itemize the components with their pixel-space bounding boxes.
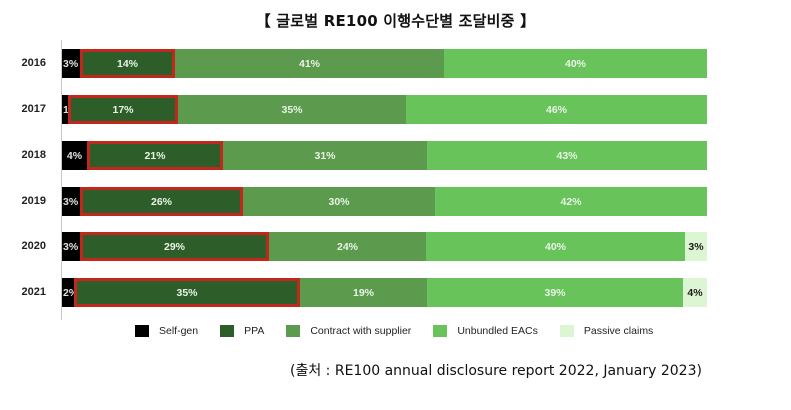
- bar-row-2020: 2020 3% 29% 24% 40% 3%: [0, 232, 791, 261]
- segment-unbundled-eacs: 40%: [444, 49, 707, 78]
- legend-label: Self-gen: [159, 325, 199, 337]
- legend-item-unbundled-eacs: Unbundled EACs: [433, 325, 538, 337]
- legend-label: Unbundled EACs: [457, 325, 538, 337]
- year-label: 2018: [21, 149, 46, 161]
- stacked-bar: 2% 35% 19% 39% 4%: [62, 278, 707, 307]
- legend-item-ppa: PPA: [220, 325, 264, 337]
- year-label: 2016: [21, 57, 46, 69]
- segment-contract-with-supplier: 41%: [175, 49, 444, 78]
- segment-contract-with-supplier: 19%: [300, 278, 427, 307]
- segment-self-gen: 4%: [62, 141, 87, 170]
- bar-row-2016: 2016 3% 14% 41% 40%: [0, 49, 791, 78]
- segment-ppa: 17%: [68, 95, 178, 124]
- legend-label: PPA: [244, 325, 265, 337]
- stacked-bar: 1% 17% 35% 46%: [62, 95, 707, 124]
- segment-ppa: 14%: [80, 49, 175, 78]
- segment-ppa: 35%: [74, 278, 300, 307]
- chart-legend: Self-gen PPA Contract with supplier Unbu…: [135, 325, 675, 337]
- segment-self-gen: 2%: [62, 278, 78, 307]
- legend-item-passive-claims: Passive claims: [559, 325, 654, 337]
- segment-contract-with-supplier: 35%: [178, 95, 406, 124]
- segment-self-gen: 3%: [62, 187, 80, 216]
- bar-row-2018: 2018 4% 21% 31% 43%: [0, 141, 791, 170]
- segment-unbundled-eacs: 42%: [435, 187, 707, 216]
- legend-swatch-ppa: [220, 325, 235, 337]
- segment-contract-with-supplier: 24%: [269, 232, 426, 261]
- legend-label: Contract with supplier: [310, 325, 412, 337]
- bar-row-2017: 2017 1% 17% 35% 46%: [0, 95, 791, 124]
- year-label: 2021: [21, 286, 46, 298]
- legend-item-contract-with-supplier: Contract with supplier: [286, 325, 411, 337]
- segment-unbundled-eacs: 40%: [426, 232, 685, 261]
- segment-unbundled-eacs: 46%: [406, 95, 707, 124]
- legend-swatch-unbundled-eacs: [433, 325, 448, 337]
- segment-unbundled-eacs: 39%: [427, 278, 683, 307]
- stacked-bar: 3% 14% 41% 40%: [62, 49, 707, 78]
- year-label: 2019: [21, 195, 46, 207]
- chart-title: 【 글로벌 RE100 이행수단별 조달비중 】: [255, 12, 536, 30]
- segment-self-gen: 3%: [62, 232, 80, 261]
- bar-row-2019: 2019 3% 26% 30% 42%: [0, 187, 791, 216]
- year-label: 2020: [21, 240, 46, 252]
- bar-row-2021: 2021 2% 35% 19% 39% 4%: [0, 278, 791, 307]
- segment-unbundled-eacs: 43%: [427, 141, 707, 170]
- stacked-bar: 3% 29% 24% 40% 3%: [62, 232, 707, 261]
- segment-ppa: 29%: [80, 232, 269, 261]
- segment-passive-claims: 4%: [683, 278, 707, 307]
- year-label: 2017: [21, 103, 46, 115]
- legend-swatch-self-gen: [135, 325, 149, 337]
- legend-item-self-gen: Self-gen: [135, 325, 198, 337]
- legend-swatch-contract-with-supplier: [286, 325, 301, 337]
- source-caption: (출처 : RE100 annual disclosure report 202…: [290, 363, 702, 379]
- y-axis-line: [61, 40, 62, 320]
- segment-self-gen: 3%: [62, 49, 80, 78]
- segment-contract-with-supplier: 30%: [243, 187, 435, 216]
- segment-ppa: 26%: [80, 187, 243, 216]
- segment-ppa: 21%: [87, 141, 223, 170]
- segment-contract-with-supplier: 31%: [223, 141, 427, 170]
- legend-label: Passive claims: [583, 325, 654, 337]
- stacked-bar: 4% 21% 31% 43%: [62, 141, 707, 170]
- stacked-bar: 3% 26% 30% 42%: [62, 187, 707, 216]
- legend-swatch-passive-claims: [559, 325, 574, 337]
- segment-passive-claims: 3%: [685, 232, 707, 261]
